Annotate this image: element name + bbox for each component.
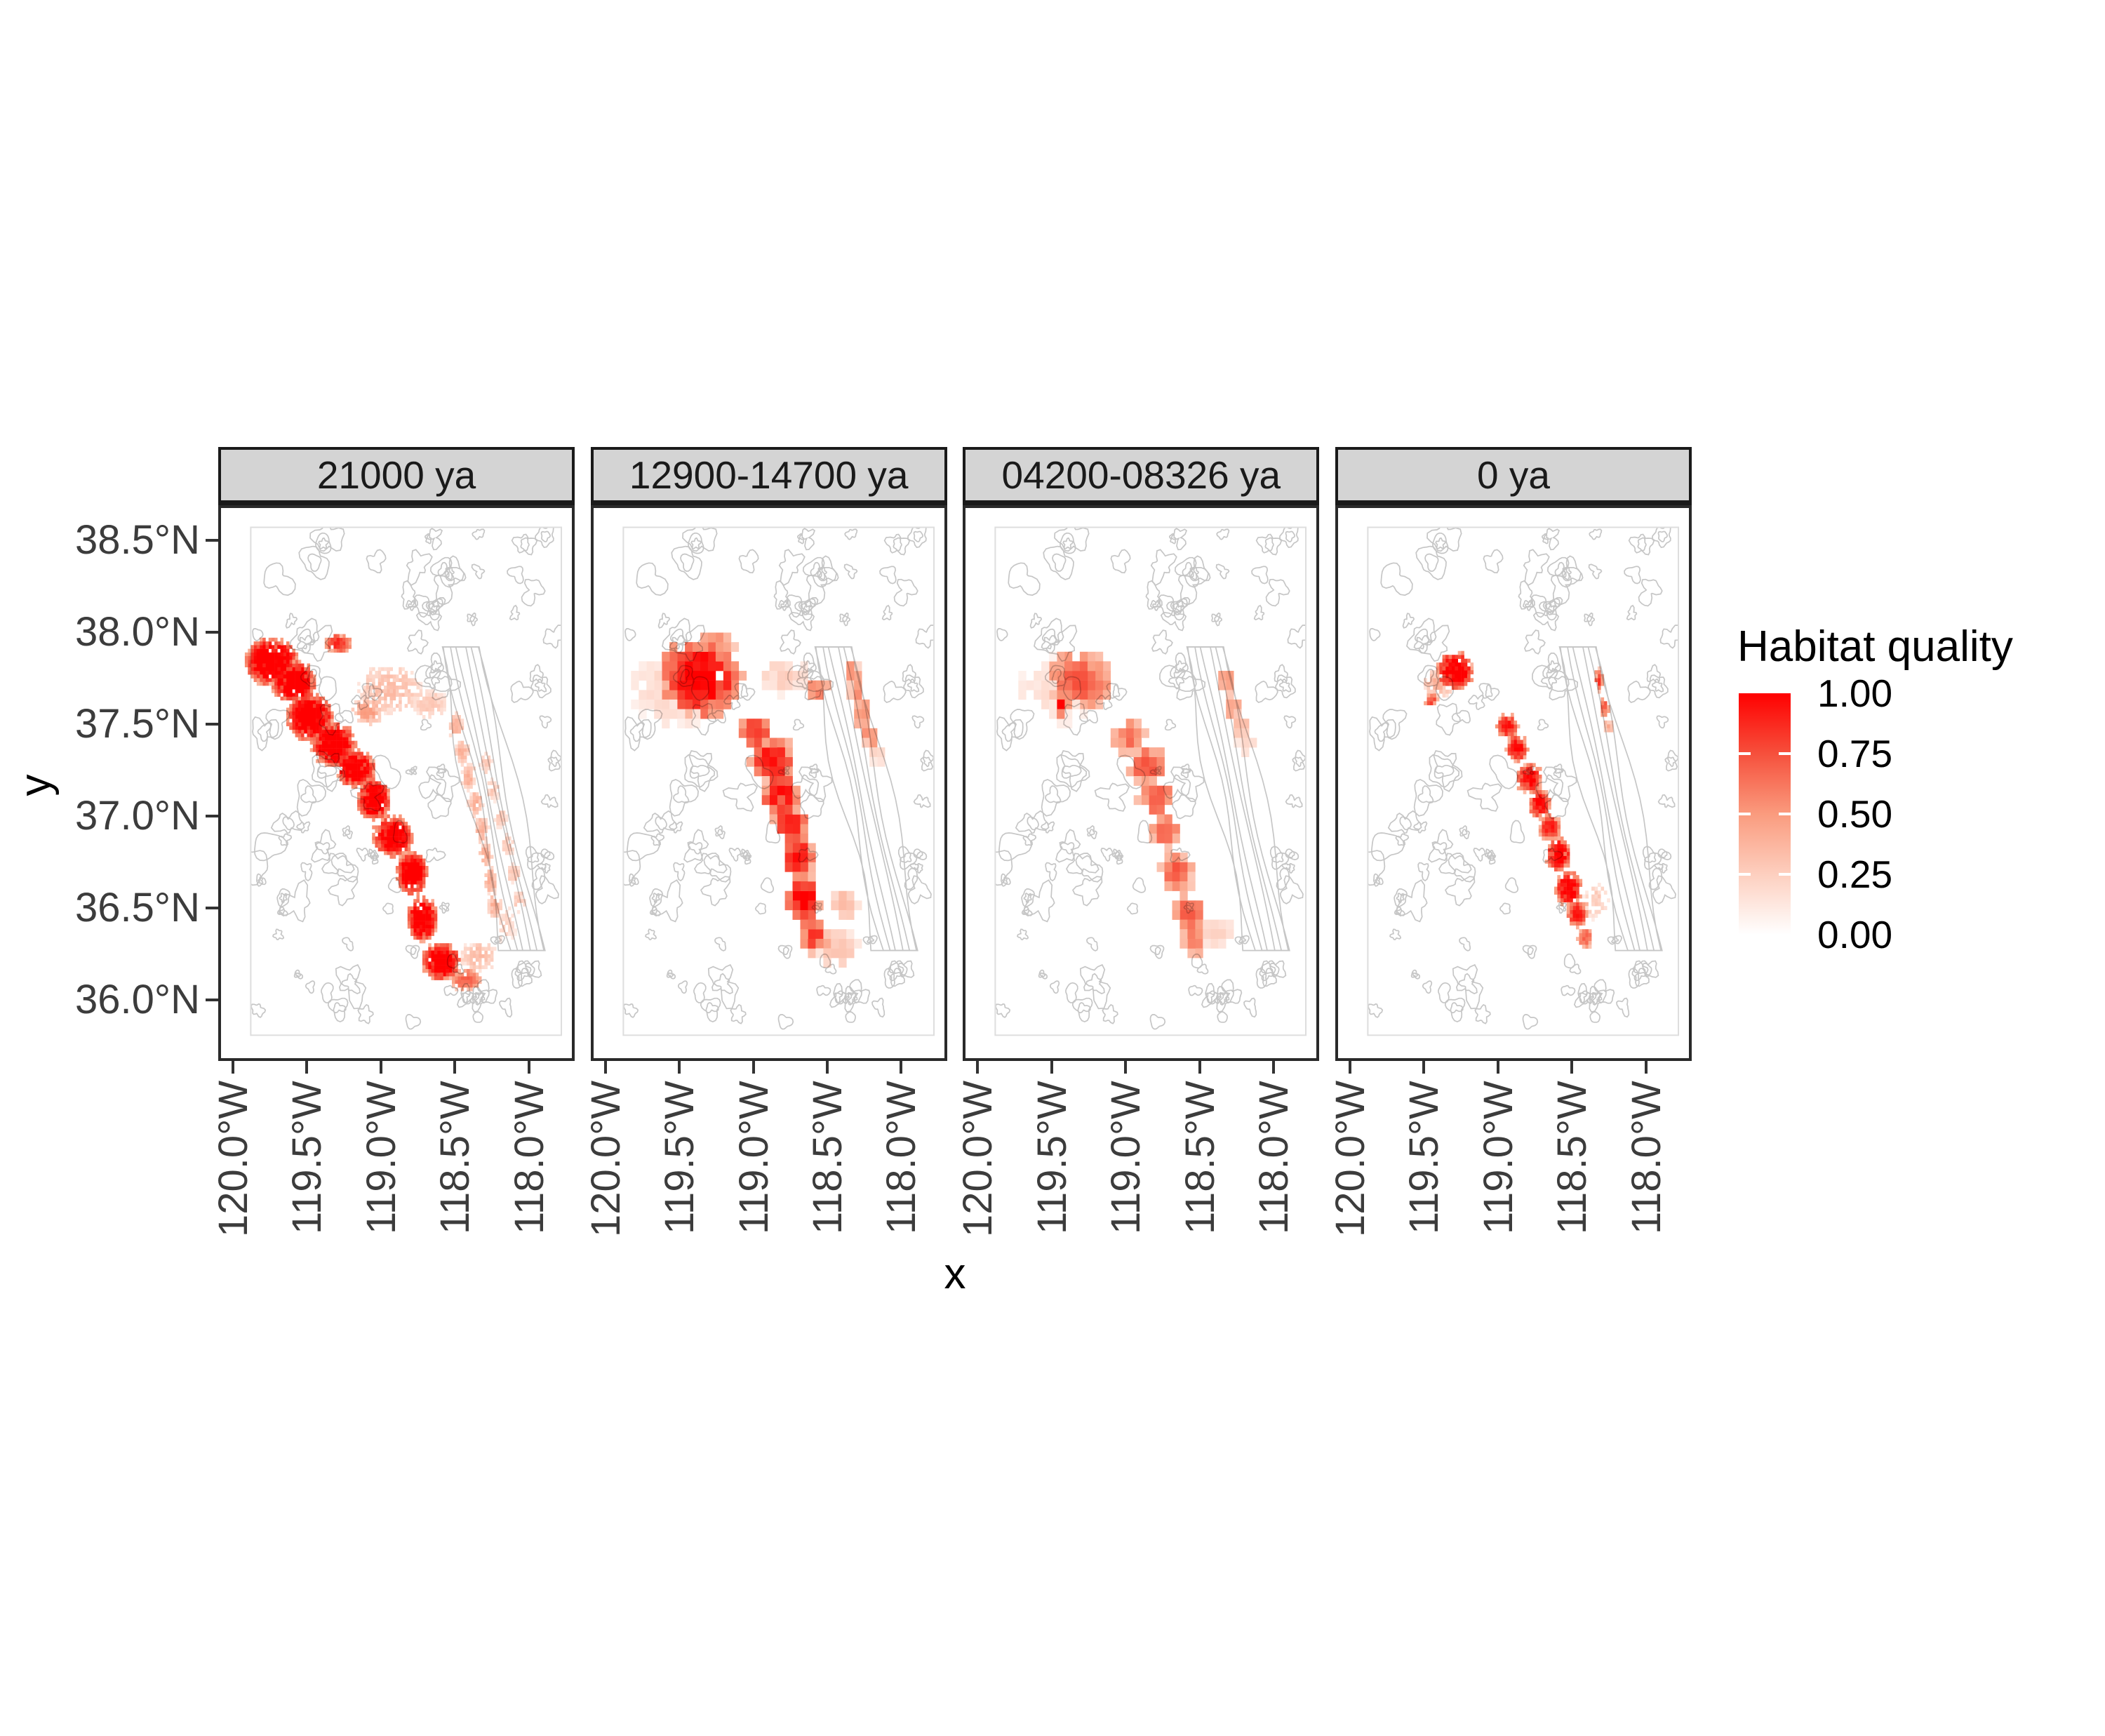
x-tick-label: 118.0°W	[506, 1081, 552, 1234]
x-tick-mark	[678, 1061, 681, 1074]
x-tick-mark	[1050, 1061, 1053, 1074]
x-tick-label: 119.5°W	[284, 1081, 330, 1234]
facet-label: 0 ya	[1477, 453, 1550, 497]
legend-tick-mark	[1739, 873, 1751, 876]
x-tick-mark	[1422, 1061, 1426, 1074]
habitat-raster	[630, 632, 886, 968]
facet-strip: 21000 ya	[218, 447, 575, 505]
x-tick-mark	[232, 1061, 235, 1074]
legend-title: Habitat quality	[1737, 622, 2013, 671]
x-tick-label: 120.0°W	[582, 1081, 629, 1238]
map-panel-canvas	[590, 505, 947, 1061]
x-tick-mark	[1271, 1061, 1275, 1074]
facet-strip: 12900-14700 ya	[590, 447, 947, 505]
habitat-raster	[1018, 651, 1257, 959]
x-tick-label: 120.0°W	[210, 1081, 257, 1238]
map-panel	[590, 505, 947, 1061]
y-tick-label: 36.5°N	[75, 885, 200, 931]
y-tick-label: 38.5°N	[75, 516, 200, 563]
map-panel	[218, 505, 575, 1061]
legend-tick-mark	[1739, 752, 1751, 755]
x-tick-label: 119.0°W	[358, 1081, 404, 1234]
panel-border	[590, 505, 947, 1061]
x-tick-label: 120.0°W	[955, 1081, 1001, 1238]
legend-tick-mark	[1779, 813, 1791, 815]
y-tick-label: 38.0°N	[75, 608, 200, 655]
y-tick-label: 37.0°N	[75, 793, 200, 839]
x-tick-mark	[1570, 1061, 1574, 1074]
y-tick-mark	[206, 630, 218, 634]
x-tick-label: 118.5°W	[432, 1081, 479, 1234]
facet-label: 21000 ya	[316, 453, 476, 497]
map-frame	[622, 526, 935, 1036]
x-axis-title: x	[944, 1250, 966, 1298]
map-panel-canvas	[1335, 505, 1692, 1061]
x-tick-mark	[900, 1061, 903, 1074]
map-panel-canvas	[218, 505, 575, 1061]
x-tick-mark	[603, 1061, 607, 1074]
y-tick-mark	[206, 815, 218, 818]
legend-tick-label: 0.50	[1817, 792, 1893, 836]
y-tick-mark	[206, 999, 218, 1002]
facet-strip: 04200-08326 ya	[963, 447, 1320, 505]
y-tick-mark	[206, 538, 218, 542]
elevation-contours	[250, 527, 562, 1030]
x-tick-mark	[825, 1061, 829, 1074]
x-tick-mark	[1198, 1061, 1201, 1074]
x-tick-mark	[1644, 1061, 1648, 1074]
map-panel-canvas	[963, 505, 1320, 1061]
legend-tick-label: 0.25	[1817, 853, 1893, 896]
habitat-raster	[244, 634, 526, 991]
x-tick-mark	[305, 1061, 309, 1074]
panel-border	[218, 505, 575, 1061]
legend-tick-label: 0.00	[1817, 913, 1893, 956]
legend-tick-mark	[1779, 873, 1791, 876]
y-tick-label: 37.5°N	[75, 701, 200, 747]
panel-border	[1335, 505, 1692, 1061]
x-tick-label: 119.5°W	[1401, 1081, 1448, 1234]
map-panel	[1335, 505, 1692, 1061]
x-tick-label: 120.0°W	[1328, 1081, 1374, 1238]
x-tick-mark	[976, 1061, 980, 1074]
x-tick-label: 118.0°W	[1250, 1081, 1297, 1234]
legend-tick-label: 0.75	[1817, 732, 1893, 775]
x-tick-label: 119.0°W	[1475, 1081, 1521, 1234]
facet-strip: 0 ya	[1335, 447, 1692, 505]
x-tick-mark	[751, 1061, 755, 1074]
y-tick-mark	[206, 907, 218, 910]
legend-tick-mark	[1739, 813, 1751, 815]
x-tick-label: 119.5°W	[657, 1081, 703, 1234]
map-panel	[963, 505, 1320, 1061]
x-tick-mark	[1124, 1061, 1128, 1074]
x-tick-label: 118.5°W	[1177, 1081, 1223, 1234]
x-tick-label: 119.0°W	[730, 1081, 777, 1234]
x-tick-label: 118.5°W	[804, 1081, 850, 1234]
x-tick-label: 118.0°W	[1623, 1081, 1669, 1234]
map-frame	[1367, 526, 1680, 1036]
legend-tick-label: 1.00	[1817, 672, 1893, 715]
y-tick-label: 36.0°N	[75, 977, 200, 1023]
habitat-raster	[1424, 650, 1614, 949]
x-tick-mark	[379, 1061, 382, 1074]
facet-label: 12900-14700 ya	[629, 453, 909, 497]
elevation-contours	[1368, 527, 1679, 1030]
panel-border	[963, 505, 1320, 1061]
map-frame	[250, 526, 563, 1036]
x-tick-label: 119.0°W	[1103, 1081, 1149, 1234]
x-tick-label: 118.5°W	[1549, 1081, 1596, 1234]
x-tick-mark	[453, 1061, 457, 1074]
map-frame	[994, 526, 1307, 1036]
legend-tick-mark	[1779, 752, 1791, 755]
x-tick-mark	[1496, 1061, 1499, 1074]
facet-label: 04200-08326 ya	[1001, 453, 1281, 497]
x-tick-mark	[527, 1061, 530, 1074]
x-tick-mark	[1349, 1061, 1352, 1074]
x-tick-label: 119.5°W	[1029, 1081, 1075, 1234]
y-tick-mark	[206, 723, 218, 726]
x-tick-label: 118.0°W	[878, 1081, 925, 1234]
